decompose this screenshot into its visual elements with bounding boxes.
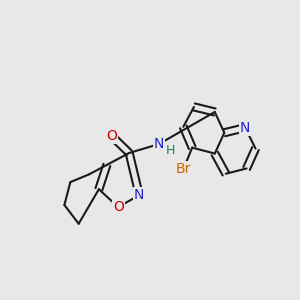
Text: O: O (106, 129, 117, 143)
Text: N: N (134, 188, 145, 202)
Text: N: N (240, 121, 250, 135)
Text: H: H (166, 143, 176, 157)
Text: Br: Br (176, 162, 191, 176)
Text: N: N (154, 137, 164, 151)
Text: O: O (113, 200, 124, 214)
